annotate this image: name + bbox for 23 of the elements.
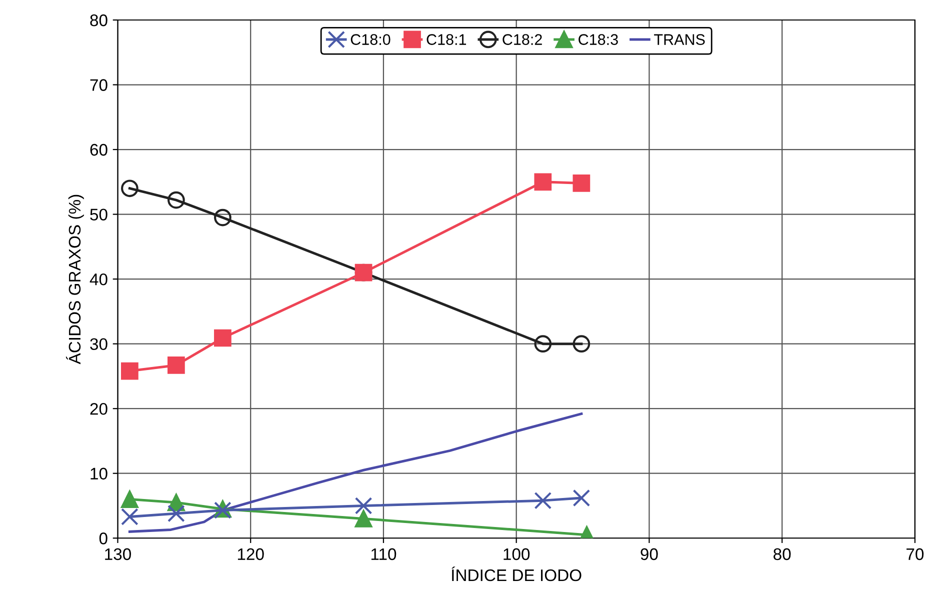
y-tick-label: 30: [90, 338, 108, 350]
x-axis-title: ÍNDICE DE IODO: [452, 566, 582, 582]
y-axis-title: ÁCIDOS GRAXOS (%): [66, 194, 84, 364]
legend-label: C18:2: [502, 34, 542, 45]
x-tick-label: 110: [371, 548, 396, 560]
y-tick-label: 70: [90, 79, 108, 91]
legend-label: TRANS: [654, 34, 705, 45]
x-tick-label: 120: [238, 548, 264, 560]
y-tick-label: 60: [90, 144, 108, 156]
y-tick-label: 20: [90, 402, 108, 415]
x-tick-label: 130: [105, 548, 131, 560]
legend-label: C18:0: [350, 34, 390, 45]
legend-label: C18:1: [426, 34, 466, 45]
legend-label: C18:3: [578, 34, 618, 45]
y-tick-label: 40: [90, 273, 108, 286]
x-tick-label: 90: [640, 548, 658, 560]
x-tick-label: 100: [504, 548, 530, 560]
x-tick-label: 80: [774, 548, 791, 560]
y-tick-label: 0: [99, 532, 108, 544]
y-tick-label: 50: [90, 208, 108, 220]
y-tick-label: 80: [90, 14, 108, 26]
y-tick-label: 10: [90, 468, 108, 480]
x-tick-label: 70: [906, 548, 924, 560]
